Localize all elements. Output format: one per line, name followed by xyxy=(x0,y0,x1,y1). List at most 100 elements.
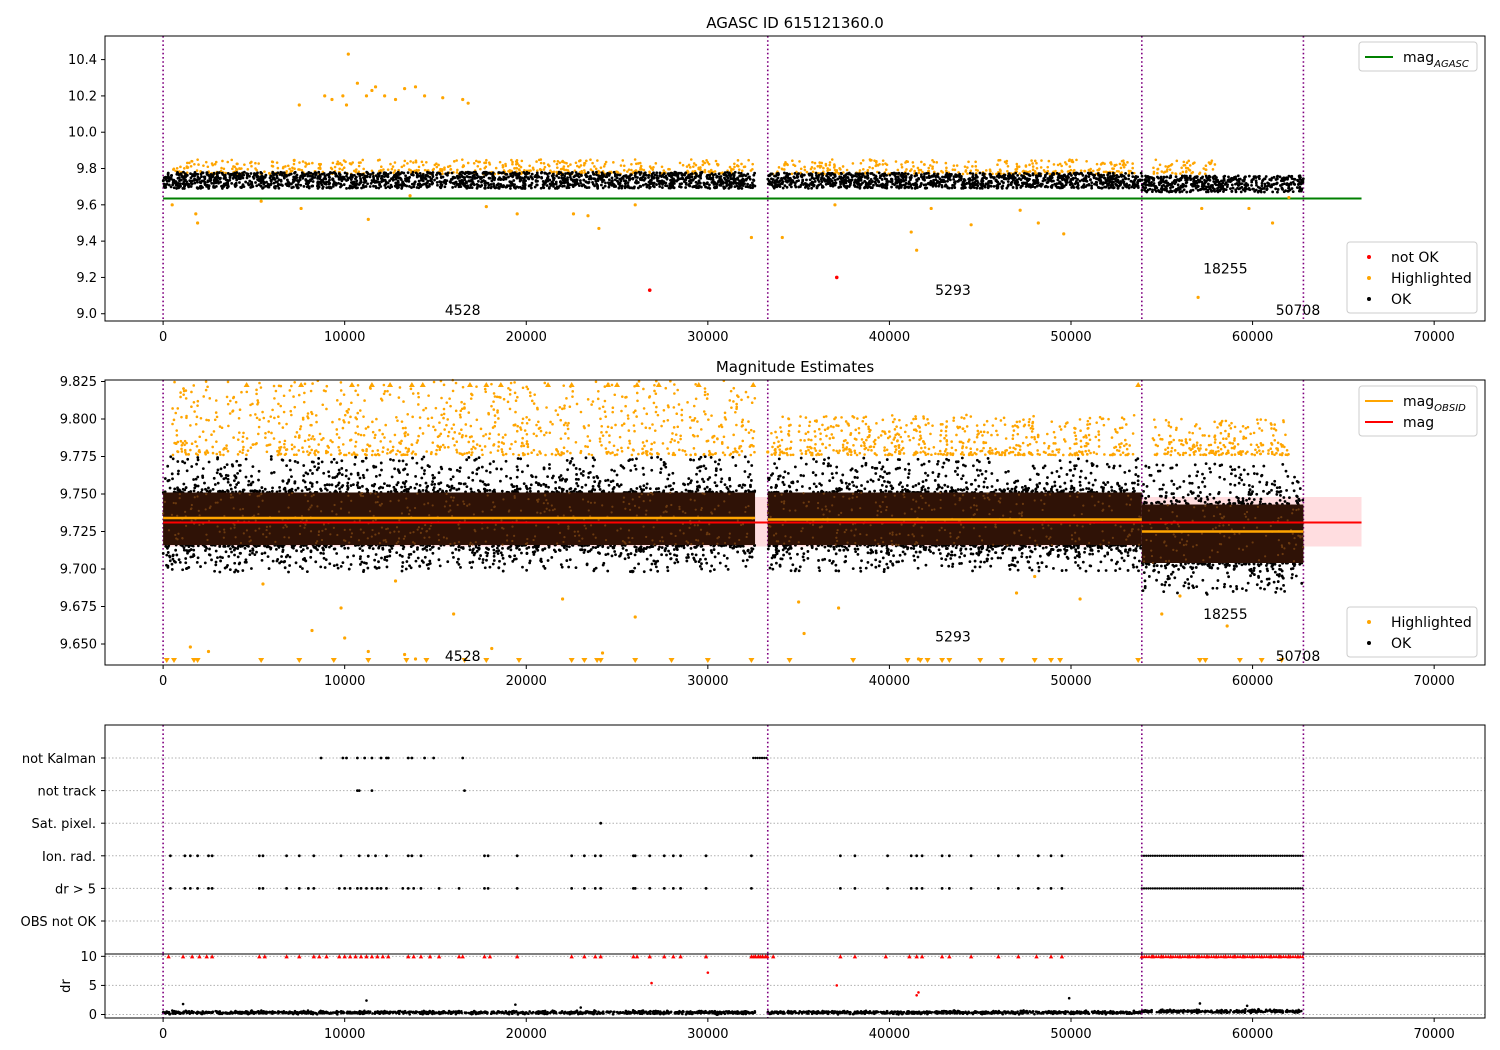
ok-point xyxy=(382,175,386,178)
highlighted-point xyxy=(454,409,458,413)
ok-point xyxy=(482,171,486,174)
ok-point xyxy=(327,175,331,179)
ok-point xyxy=(629,173,633,177)
ok-point xyxy=(658,181,661,185)
highlighted-point xyxy=(790,172,794,176)
ok-point xyxy=(585,180,589,184)
ok-point xyxy=(1239,182,1242,186)
highlighted-point xyxy=(227,424,230,428)
highlighted-point xyxy=(684,453,688,456)
ok-point xyxy=(1262,187,1266,190)
highlighted-point xyxy=(366,217,370,221)
ok-point xyxy=(314,172,318,176)
ok-point xyxy=(951,183,955,187)
highlighted-point xyxy=(537,158,541,162)
ok-point xyxy=(1100,186,1103,190)
ok-point xyxy=(781,186,785,190)
ok-point xyxy=(512,179,516,182)
ok-point xyxy=(1234,188,1238,192)
ok-point xyxy=(171,183,175,187)
highlighted-point xyxy=(635,415,638,418)
highlighted-point xyxy=(417,395,420,399)
ok-point xyxy=(245,174,249,178)
ok-point xyxy=(981,184,984,187)
ok-point xyxy=(879,174,883,178)
highlighted-point xyxy=(1128,170,1131,173)
ok-point xyxy=(719,180,723,184)
highlighted-point xyxy=(184,389,188,392)
ok-point xyxy=(947,186,951,190)
ok-point xyxy=(1115,179,1119,182)
ok-point xyxy=(691,178,695,182)
highlighted-point xyxy=(378,428,381,432)
ok-point xyxy=(1153,184,1157,188)
highlighted-point xyxy=(382,446,385,449)
highlighted-point xyxy=(182,393,185,396)
ok-point xyxy=(164,175,168,179)
ok-point xyxy=(1244,187,1248,191)
ok-point xyxy=(364,185,368,188)
highlighted-point xyxy=(1022,169,1025,173)
ok-point xyxy=(749,183,752,187)
y-tick-label: 9.8 xyxy=(76,162,97,177)
highlighted-point xyxy=(346,52,350,56)
ok-point xyxy=(1230,183,1234,187)
ok-point xyxy=(915,186,919,190)
highlighted-point xyxy=(439,167,442,171)
ok-point xyxy=(395,175,398,179)
highlighted-point xyxy=(656,413,660,417)
highlighted-point xyxy=(1183,163,1187,167)
highlighted-point xyxy=(451,389,455,393)
highlighted-point xyxy=(881,159,885,162)
highlighted-point xyxy=(1185,166,1188,170)
highlighted-point xyxy=(435,448,438,452)
ok-point xyxy=(1006,180,1010,183)
ok-point xyxy=(1205,185,1208,189)
ok-point xyxy=(1291,180,1295,184)
ok-point xyxy=(810,183,814,187)
highlighted-point xyxy=(214,411,218,414)
ok-point xyxy=(776,176,780,180)
ok-point xyxy=(504,172,508,176)
ok-point xyxy=(586,171,590,174)
highlighted-point xyxy=(484,205,488,209)
ok-point xyxy=(837,186,841,189)
ok-point xyxy=(1110,177,1114,181)
ok-point xyxy=(1017,177,1021,180)
ok-point xyxy=(305,180,309,184)
ok-point xyxy=(1281,187,1284,191)
ok-point xyxy=(210,181,214,185)
highlighted-point xyxy=(783,168,786,171)
ok-point xyxy=(713,181,717,185)
ok-point xyxy=(631,176,635,180)
ok-point xyxy=(737,171,741,175)
highlighted-point xyxy=(894,160,898,163)
ok-point xyxy=(973,180,977,184)
ok-point xyxy=(401,181,404,185)
ok-point xyxy=(1239,190,1243,194)
highlighted-point xyxy=(830,158,834,161)
ok-point xyxy=(211,175,215,179)
highlighted-point xyxy=(566,164,570,168)
ok-point xyxy=(396,170,400,174)
ok-point xyxy=(1257,175,1260,179)
highlighted-point xyxy=(997,159,1000,162)
ok-point xyxy=(1203,178,1206,182)
ok-point xyxy=(946,179,949,183)
ok-point xyxy=(587,186,591,189)
highlighted-point xyxy=(335,428,339,431)
highlighted-point xyxy=(179,439,183,443)
ok-point xyxy=(781,180,785,184)
highlighted-point xyxy=(310,423,313,427)
ok-point xyxy=(1158,183,1161,187)
highlighted-point xyxy=(610,426,613,430)
ok-point xyxy=(620,176,624,180)
ok-point xyxy=(1032,178,1035,182)
highlighted-point xyxy=(1160,170,1164,173)
ok-point xyxy=(926,171,930,175)
highlighted-point xyxy=(256,399,259,402)
ok-point xyxy=(995,180,999,183)
highlighted-point xyxy=(235,162,239,166)
highlighted-point xyxy=(1040,159,1043,162)
ok-point xyxy=(1158,190,1161,194)
